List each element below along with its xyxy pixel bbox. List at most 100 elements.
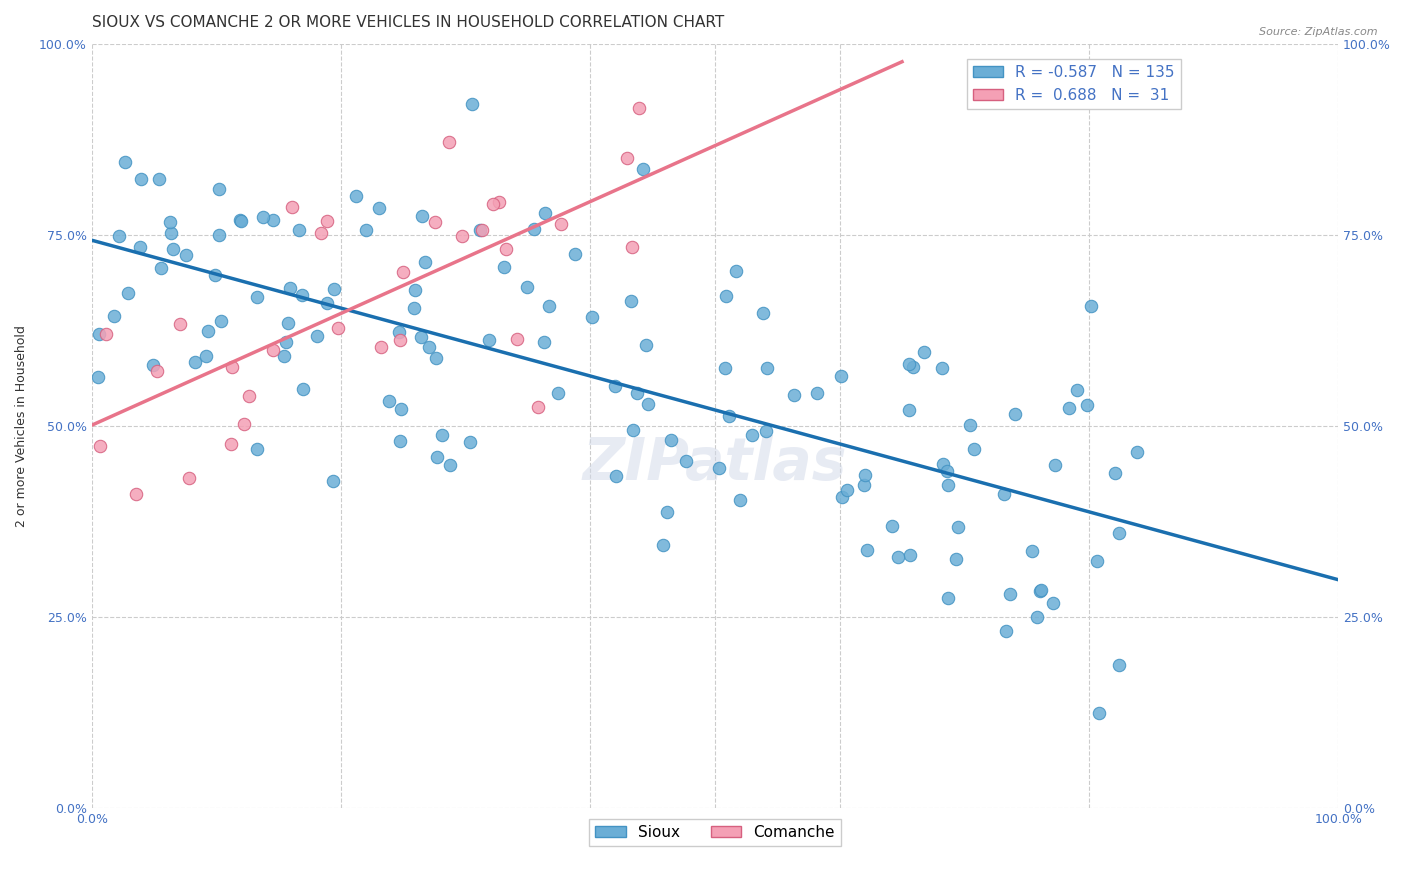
Point	[204, 268, 226, 283]
Point	[547, 386, 569, 401]
Point	[146, 364, 169, 378]
Point	[458, 434, 481, 449]
Point	[432, 428, 454, 442]
Point	[252, 210, 274, 224]
Point	[323, 282, 346, 296]
Point	[605, 469, 627, 483]
Point	[162, 242, 184, 256]
Text: SIOUX VS COMANCHE 2 OR MORE VEHICLES IN HOUSEHOLD CORRELATION CHART: SIOUX VS COMANCHE 2 OR MORE VEHICLES IN …	[91, 15, 724, 30]
Point	[246, 442, 269, 456]
Point	[1066, 383, 1088, 397]
Point	[756, 361, 779, 376]
Point	[94, 326, 117, 341]
Point	[993, 487, 1015, 501]
Point	[418, 340, 440, 354]
Point	[533, 206, 555, 220]
Point	[783, 388, 806, 402]
Point	[527, 400, 550, 414]
Point	[354, 223, 377, 237]
Text: ZIPatlas: ZIPatlas	[583, 435, 848, 492]
Point	[391, 265, 413, 279]
Point	[89, 439, 111, 453]
Point	[945, 552, 967, 566]
Point	[628, 102, 651, 116]
Point	[931, 361, 953, 376]
Point	[717, 409, 740, 424]
Point	[184, 355, 207, 369]
Point	[564, 247, 586, 261]
Point	[370, 340, 392, 354]
Point	[276, 335, 298, 350]
Point	[148, 172, 170, 186]
Point	[1085, 554, 1108, 568]
Point	[174, 248, 197, 262]
Point	[1057, 401, 1080, 415]
Point	[626, 386, 648, 401]
Point	[478, 333, 501, 347]
Point	[959, 417, 981, 432]
Point	[581, 310, 603, 324]
Point	[425, 351, 447, 365]
Point	[620, 293, 643, 308]
Point	[389, 401, 412, 416]
Point	[322, 474, 344, 488]
Point	[932, 457, 955, 471]
Point	[675, 454, 697, 468]
Point	[516, 280, 538, 294]
Point	[159, 215, 181, 229]
Point	[830, 369, 852, 384]
Point	[728, 492, 751, 507]
Point	[948, 520, 970, 534]
Point	[659, 433, 682, 447]
Point	[634, 338, 657, 352]
Point	[460, 97, 482, 112]
Point	[232, 417, 254, 432]
Point	[741, 428, 763, 442]
Point	[344, 189, 367, 203]
Point	[280, 200, 302, 214]
Point	[228, 212, 250, 227]
Point	[471, 222, 494, 236]
Point	[621, 423, 644, 437]
Legend: Sioux, Comanche: Sioux, Comanche	[589, 819, 841, 846]
Point	[262, 212, 284, 227]
Point	[1026, 609, 1049, 624]
Point	[411, 209, 433, 223]
Point	[411, 330, 433, 344]
Point	[856, 543, 879, 558]
Point	[533, 334, 555, 349]
Point	[936, 591, 959, 606]
Point	[620, 240, 643, 254]
Point	[305, 328, 328, 343]
Point	[887, 550, 910, 565]
Point	[714, 361, 737, 376]
Point	[1021, 543, 1043, 558]
Point	[413, 255, 436, 269]
Point	[936, 478, 959, 492]
Point	[655, 505, 678, 519]
Point	[451, 228, 474, 243]
Point	[1029, 584, 1052, 599]
Point	[752, 306, 775, 320]
Point	[231, 213, 253, 227]
Point	[425, 450, 447, 464]
Point	[1104, 466, 1126, 480]
Y-axis label: 2 or more Vehicles in Household: 2 or more Vehicles in Household	[15, 325, 28, 526]
Point	[1045, 458, 1067, 472]
Point	[1108, 526, 1130, 541]
Point	[488, 194, 510, 209]
Point	[481, 197, 503, 211]
Point	[837, 483, 859, 497]
Point	[439, 135, 461, 149]
Point	[103, 310, 125, 324]
Point	[378, 393, 401, 408]
Point	[724, 264, 747, 278]
Point	[492, 260, 515, 275]
Point	[326, 321, 349, 335]
Point	[901, 360, 924, 375]
Point	[468, 223, 491, 237]
Point	[523, 222, 546, 236]
Point	[1088, 706, 1111, 721]
Point	[495, 242, 517, 256]
Point	[389, 434, 412, 448]
